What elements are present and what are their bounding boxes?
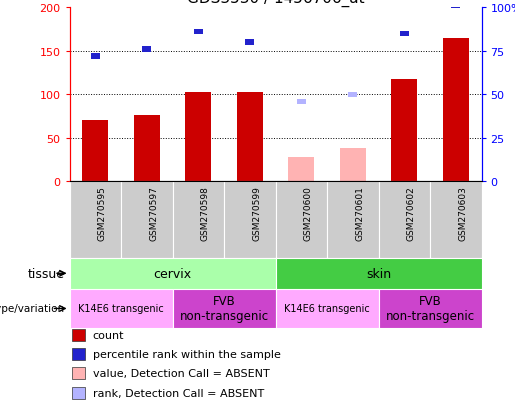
Bar [121,182,173,258]
Bar [245,40,254,45]
Title: GDS3530 / 1456706_at: GDS3530 / 1456706_at [187,0,364,7]
Bar [340,149,366,182]
Text: GSM270600: GSM270600 [304,185,313,240]
Bar [327,182,379,258]
Text: value, Detection Call = ABSENT: value, Detection Call = ABSENT [93,368,269,378]
Bar [173,182,224,258]
Bar [237,93,263,182]
Bar [70,182,121,258]
Text: GSM270599: GSM270599 [252,185,261,240]
Text: K14E6 transgenic: K14E6 transgenic [284,304,370,314]
Bar [185,93,211,182]
Text: percentile rank within the sample: percentile rank within the sample [93,349,281,359]
Bar [400,32,409,37]
Text: count: count [93,330,124,340]
Text: FVB
non-transgenic: FVB non-transgenic [179,295,269,323]
Text: GSM270601: GSM270601 [355,185,364,240]
Bar [72,329,85,341]
Text: genotype/variation: genotype/variation [0,304,64,314]
Text: rank, Detection Call = ABSENT: rank, Detection Call = ABSENT [93,388,264,398]
Bar [194,30,203,35]
Text: GSM270595: GSM270595 [98,185,107,240]
Bar [70,258,276,289]
Text: K14E6 transgenic: K14E6 transgenic [78,304,164,314]
Bar [297,99,306,104]
Text: GSM270602: GSM270602 [407,185,416,240]
Bar [348,93,357,97]
Text: GSM270603: GSM270603 [458,185,467,240]
Bar [288,157,314,182]
Bar [72,348,85,360]
Bar [142,47,151,52]
Bar [276,258,482,289]
Bar [224,182,276,258]
Bar [72,387,85,399]
Bar [91,54,100,59]
Bar [451,4,460,9]
Bar [134,116,160,182]
Text: tissue: tissue [27,267,64,280]
Bar [391,79,417,182]
Text: skin: skin [366,267,391,280]
Bar [276,289,379,328]
Bar [72,368,85,380]
Text: cervix: cervix [153,267,192,280]
Bar [82,121,108,182]
Bar [379,182,430,258]
Text: FVB
non-transgenic: FVB non-transgenic [385,295,475,323]
Bar [379,289,482,328]
Bar [430,182,482,258]
Bar [276,182,327,258]
Bar [443,39,469,182]
Bar [173,289,276,328]
Text: GSM270598: GSM270598 [201,185,210,240]
Bar [70,289,173,328]
Text: GSM270597: GSM270597 [149,185,158,240]
